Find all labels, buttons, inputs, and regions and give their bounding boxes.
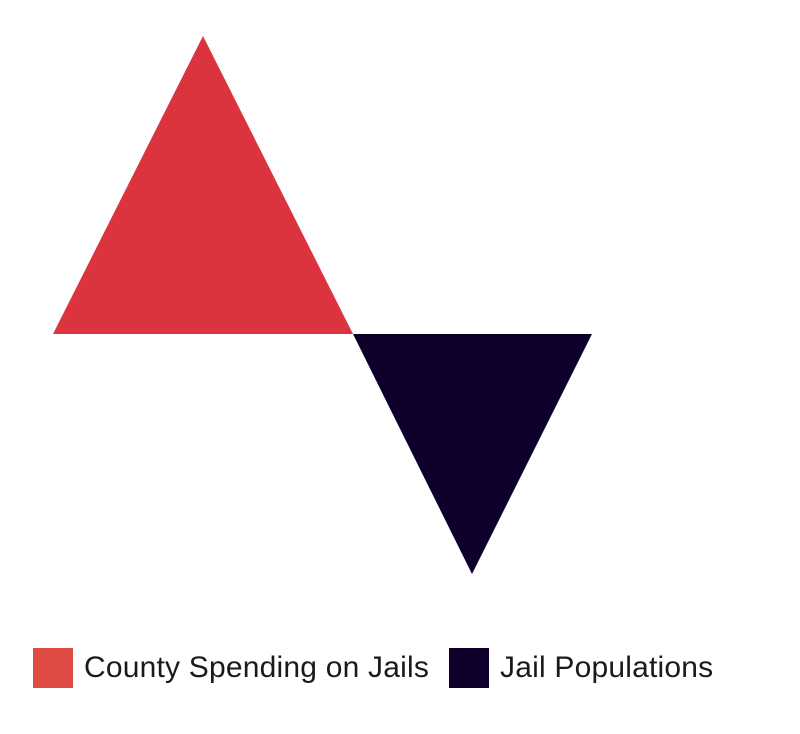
navy-down-triangle — [353, 334, 592, 574]
red-up-triangle — [53, 36, 353, 334]
legend-item-jail-populations: Jail Populations — [449, 648, 713, 688]
legend-item-county-spending: County Spending on Jails — [33, 648, 429, 688]
legend-label-county-spending: County Spending on Jails — [84, 651, 430, 684]
legend-swatch-county-spending — [33, 648, 73, 688]
legend-label-jail-populations: Jail Populations — [500, 651, 714, 684]
legend-swatch-jail-populations — [449, 648, 490, 688]
legend: County Spending on Jails Jail Population… — [33, 648, 713, 688]
